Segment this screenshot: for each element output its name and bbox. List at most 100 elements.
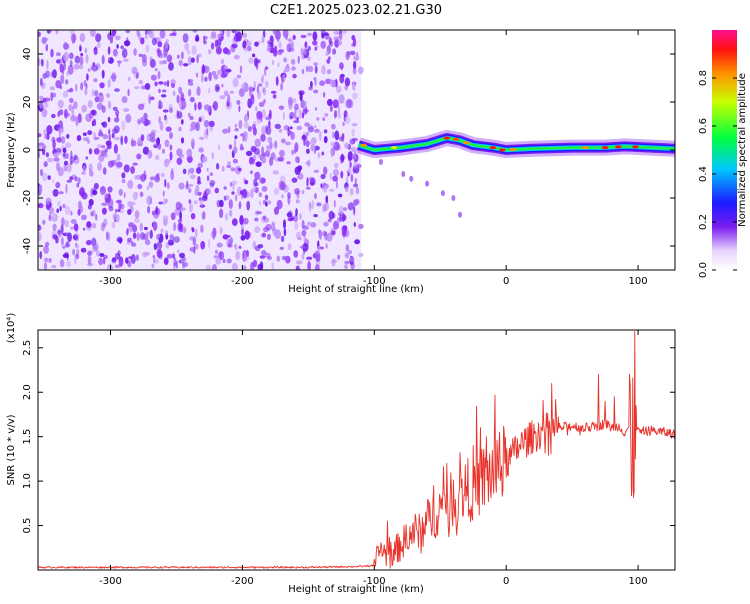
noise-blob bbox=[266, 148, 271, 153]
noise-blob bbox=[115, 208, 118, 213]
colorbar-tick-label: 0.8 bbox=[698, 70, 709, 86]
noise-blob bbox=[163, 81, 168, 86]
noise-blob bbox=[142, 146, 149, 155]
noise-blob bbox=[200, 74, 204, 83]
snr-line bbox=[38, 330, 675, 569]
noise-blob bbox=[164, 179, 167, 188]
noise-blob bbox=[338, 40, 343, 46]
noise-blob bbox=[287, 243, 292, 251]
noise-blob bbox=[194, 243, 199, 250]
noise-blob bbox=[100, 150, 107, 157]
noise-blob bbox=[147, 149, 153, 159]
noise-blob bbox=[212, 104, 216, 108]
noise-blob bbox=[305, 161, 311, 165]
noise-blob bbox=[159, 60, 164, 65]
noise-blob bbox=[283, 57, 287, 63]
noise-blob bbox=[224, 65, 228, 70]
noise-blob bbox=[111, 221, 116, 229]
noise-blob bbox=[101, 122, 105, 126]
noise-blob bbox=[233, 34, 240, 42]
noise-blob bbox=[104, 193, 111, 203]
noise-blob bbox=[118, 237, 122, 244]
noise-blob bbox=[272, 30, 278, 35]
noise-blob bbox=[157, 41, 163, 48]
y-tick-label: -40 bbox=[22, 238, 33, 254]
noise-blob bbox=[57, 200, 61, 207]
noise-blob bbox=[93, 182, 99, 190]
noise-blob bbox=[107, 57, 114, 64]
noise-blob bbox=[102, 134, 109, 140]
noise-blob bbox=[230, 167, 236, 172]
noise-blob bbox=[80, 247, 87, 253]
noise-blob bbox=[210, 42, 215, 50]
noise-blob bbox=[190, 57, 195, 63]
noise-blob bbox=[48, 207, 55, 215]
noise-blob bbox=[251, 94, 255, 99]
noise-blob bbox=[60, 224, 64, 235]
noise-blob bbox=[39, 95, 44, 100]
noise-blob bbox=[300, 34, 307, 39]
noise-blob bbox=[46, 59, 49, 70]
ridge-hotspot bbox=[443, 136, 450, 140]
noise-blob bbox=[162, 89, 167, 93]
noise-blob bbox=[88, 198, 94, 206]
noise-blob bbox=[347, 172, 350, 177]
noise-blob bbox=[341, 133, 345, 143]
noise-blob bbox=[85, 239, 92, 246]
noise-blob bbox=[162, 190, 165, 197]
noise-blob bbox=[306, 148, 310, 154]
noise-blob bbox=[314, 128, 320, 133]
noise-blob bbox=[224, 128, 231, 134]
noise-blob bbox=[69, 60, 73, 67]
noise-blob bbox=[178, 153, 185, 158]
noise-blob bbox=[257, 244, 264, 249]
noise-blob bbox=[355, 186, 360, 195]
noise-blob bbox=[177, 111, 183, 119]
y-tick-label: 1.5 bbox=[22, 429, 33, 445]
noise-blob bbox=[305, 140, 310, 148]
spectrogram-x-label: Height of straight line (km) bbox=[288, 284, 424, 295]
noise-blob bbox=[115, 200, 122, 204]
noise-blob bbox=[70, 33, 77, 43]
noise-blob bbox=[179, 211, 183, 221]
noise-blob bbox=[84, 48, 88, 54]
noise-blob bbox=[180, 256, 187, 264]
noise-blob bbox=[294, 222, 299, 231]
noise-blob bbox=[318, 229, 323, 240]
noise-blob bbox=[169, 151, 173, 161]
noise-blob bbox=[172, 90, 176, 97]
noise-blob bbox=[100, 191, 105, 196]
noise-blob bbox=[337, 105, 340, 115]
noise-blob bbox=[72, 106, 75, 109]
noise-blob bbox=[345, 51, 350, 61]
noise-blob bbox=[108, 128, 111, 135]
noise-blob bbox=[62, 203, 66, 209]
noise-blob bbox=[80, 82, 83, 91]
noise-blob bbox=[246, 200, 251, 211]
noise-blob bbox=[333, 31, 340, 35]
noise-blob bbox=[59, 85, 63, 90]
noise-blob bbox=[140, 116, 146, 123]
noise-blob bbox=[243, 265, 247, 270]
noise-blob bbox=[226, 258, 232, 264]
noise-blob bbox=[58, 191, 64, 195]
noise-blob bbox=[323, 136, 328, 144]
noise-blob bbox=[324, 202, 329, 211]
noise-blob bbox=[332, 175, 338, 182]
noise-blob bbox=[195, 184, 200, 193]
noise-blob bbox=[163, 218, 168, 227]
noise-blob bbox=[215, 249, 218, 255]
noise-blob bbox=[219, 226, 223, 235]
noise-blob bbox=[307, 126, 314, 133]
noise-blob bbox=[98, 93, 104, 103]
noise-blob bbox=[236, 74, 242, 79]
noise-blob bbox=[92, 118, 97, 127]
noise-blob bbox=[313, 89, 319, 94]
noise-blob bbox=[131, 66, 138, 75]
noise-blob bbox=[219, 95, 226, 100]
noise-blob bbox=[282, 30, 289, 39]
noise-blob bbox=[338, 205, 344, 213]
noise-blob bbox=[200, 240, 206, 250]
noise-blob bbox=[157, 70, 161, 80]
noise-blob bbox=[62, 90, 69, 98]
